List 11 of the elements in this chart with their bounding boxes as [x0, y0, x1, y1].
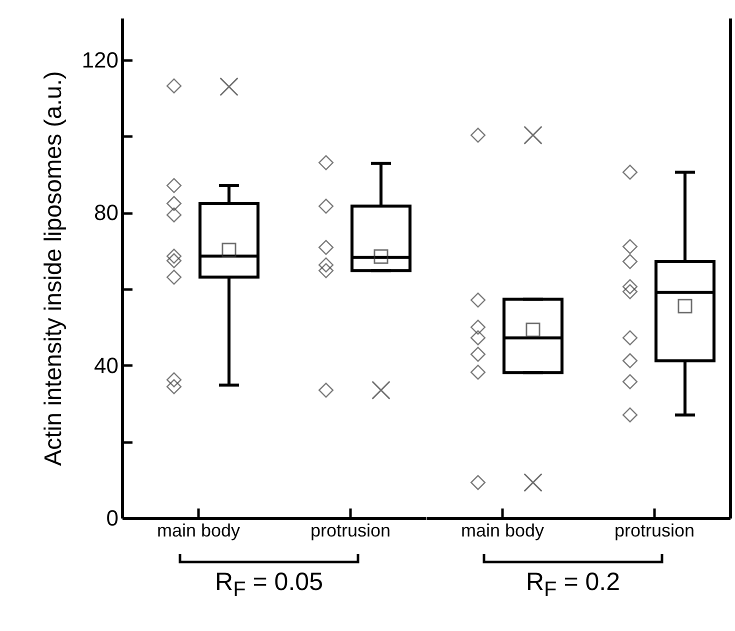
y-tick-label: 120 [82, 47, 118, 72]
text: R$_{F}$ = 0.05 [215, 568, 323, 602]
x-tick-label: main body [460, 520, 544, 540]
x-tick-label: protrusion [614, 520, 695, 540]
x-tick-label: protrusion [310, 520, 391, 540]
y-tick-label: 0 [106, 506, 118, 530]
y-tick-label: 80 [94, 200, 118, 226]
y-tick-label: 40 [94, 352, 118, 378]
x-tick-label: main body [156, 520, 240, 540]
text: R$_{F}$ = 0.2 [526, 568, 620, 602]
y-axis-title: Actin intensity inside liposomes (a.u.) [40, 71, 67, 466]
